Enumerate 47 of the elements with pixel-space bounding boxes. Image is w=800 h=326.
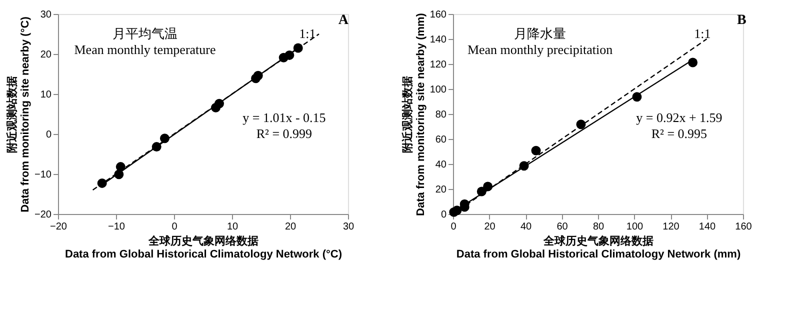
x-tick-label: 0 (450, 222, 457, 232)
x-tick-label: −10 (108, 222, 126, 232)
x-tick-label: 0 (172, 222, 178, 232)
x-tick-label: 10 (226, 222, 238, 232)
y-tick-label: −10 (34, 170, 52, 180)
y-tick-label: 160 (430, 10, 447, 20)
y-tick-label: 40 (435, 160, 447, 170)
y-tick-label: 120 (430, 60, 447, 70)
annotation: R² = 0.995 (651, 126, 708, 141)
annotation: y = 1.01x - 0.15 (242, 110, 326, 125)
x-axis-title: 全球历史气象网络数据 Data from Global Historical Climatology Network (mm) (456, 234, 741, 260)
x-tick-label: 60 (556, 222, 568, 232)
annotation: 月平均气温 (112, 26, 178, 41)
x-tick-label: 160 (735, 222, 752, 232)
x-tick-label: 100 (626, 222, 644, 232)
x-tick-label: 40 (520, 222, 532, 232)
y-tick-label: 140 (430, 34, 447, 46)
point (531, 146, 541, 156)
y-axis-title: 附近观测站数据 Data from monitoring site nearby (°C) (6, 16, 32, 212)
annotation: 1:1 (299, 26, 316, 41)
chart-title: A (338, 13, 350, 28)
y-tick-label: 20 (40, 50, 52, 60)
y-tick-label: 0 (440, 210, 447, 220)
annotation: 1:1 (694, 26, 711, 41)
annotation: R² = 0.999 (256, 126, 312, 141)
x-tick-label: 120 (662, 222, 680, 232)
x-tick-label: 30 (342, 222, 354, 232)
x-tick-label: 80 (592, 222, 604, 232)
x-tick-label: 20 (284, 222, 296, 232)
x-tick-label: −20 (50, 222, 68, 232)
chart-title: B (737, 13, 746, 28)
annotation: Mean monthly precipitation (467, 42, 614, 57)
y-tick-label: 30 (40, 10, 52, 20)
x-axis-title: 全球历史气象网络数据 Data from Global Historical Climatology Network (°C) (65, 234, 342, 260)
y-tick-label: 10 (40, 90, 52, 100)
annotation: 月降水量 (514, 26, 566, 41)
annotation: Mean monthly temperature (74, 42, 216, 57)
x-tick-label: 140 (698, 222, 716, 232)
y-tick-label: 80 (435, 110, 447, 120)
y-tick-label: 20 (435, 184, 447, 196)
y-tick-label: 60 (435, 134, 447, 146)
annotation: y = 0.92x + 1.59 (636, 110, 722, 125)
x-tick-label: 20 (484, 222, 496, 232)
y-axis-title: 附近观测站数据 Data from monitoring site nearby (mm) (400, 12, 427, 216)
y-tick-label: −20 (34, 210, 52, 220)
y-tick-label: 100 (430, 84, 447, 96)
y-tick-label: 0 (46, 130, 52, 140)
